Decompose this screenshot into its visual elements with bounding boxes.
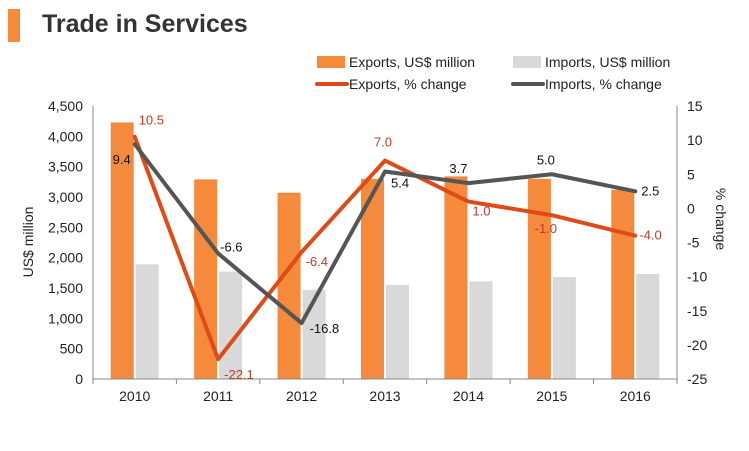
exports-bar bbox=[361, 178, 384, 379]
imports-pct-label: 2.5 bbox=[641, 183, 659, 198]
y-right-tick-label: -5 bbox=[687, 235, 700, 251]
x-tick-label: 2014 bbox=[453, 388, 484, 404]
exports-pct-label: -22.1 bbox=[224, 367, 254, 382]
lines bbox=[132, 134, 638, 362]
y-axis-left-title: US$ million bbox=[20, 207, 36, 278]
exports-bar bbox=[110, 122, 134, 379]
y-left-tick-label: 1,000 bbox=[48, 310, 83, 326]
legend-exports-bar-swatch bbox=[317, 56, 345, 68]
exports-bar bbox=[527, 178, 551, 379]
y-right-tick-label: -25 bbox=[687, 371, 707, 387]
y-right-tick-label: 5 bbox=[687, 166, 695, 182]
y-right-tick-label: 0 bbox=[687, 200, 695, 216]
y-right-tick-label: -20 bbox=[687, 337, 707, 353]
y-left-tick-label: 2,000 bbox=[48, 250, 83, 266]
y-left-tick-label: 4,000 bbox=[48, 128, 83, 144]
imports-pct-label: -16.8 bbox=[310, 321, 340, 336]
y-left-tick-label: 2,500 bbox=[48, 219, 83, 235]
bars bbox=[110, 122, 660, 379]
imports-pct-label: 5.0 bbox=[537, 152, 555, 167]
y-axis-right-title: % change bbox=[713, 188, 729, 250]
exports-pct-label: 10.5 bbox=[139, 113, 164, 128]
y-right-tick-label: 15 bbox=[687, 98, 703, 114]
y-left-tick-label: 0 bbox=[75, 371, 83, 387]
imports-bar bbox=[219, 271, 243, 379]
y-right-tick-label: 10 bbox=[687, 132, 703, 148]
x-tick-label: 2013 bbox=[369, 388, 400, 404]
page-title: Trade in Services bbox=[42, 10, 248, 38]
legend-imports-line-label: Imports, % change bbox=[545, 76, 662, 92]
x-tick-label: 2010 bbox=[119, 388, 150, 404]
x-tick-label: 2012 bbox=[286, 388, 317, 404]
imports-pct-label: 3.7 bbox=[449, 161, 467, 176]
imports-bar bbox=[386, 284, 409, 379]
data-labels: 10.5 -22.1 -6.4 7.0 1.0 -1.0 -4.0 9.4 -6.6 -16.8 5… bbox=[113, 113, 662, 382]
x-axis: 2010 2011 2012 2013 2014 2015 2016 bbox=[92, 378, 678, 404]
y-left-tick-label: 3,500 bbox=[48, 159, 83, 175]
legend: Exports, US$ million Imports, US$ million… bbox=[315, 54, 670, 92]
imports-bar bbox=[552, 277, 576, 379]
imports-bar bbox=[636, 274, 660, 379]
y-left-tick-label: 3,000 bbox=[48, 189, 83, 205]
y-right-tick-label: -10 bbox=[687, 269, 707, 285]
exports-bar bbox=[444, 176, 468, 379]
x-tick-label: 2016 bbox=[620, 388, 651, 404]
exports-pct-label: 1.0 bbox=[472, 204, 490, 219]
imports-pct-label: -6.6 bbox=[220, 239, 242, 254]
imports-pct-line bbox=[132, 142, 638, 326]
y-left-tick-label: 4,500 bbox=[48, 98, 83, 114]
y-axis-right: -25 -20 -15 -10 -5 0 5 10 15 bbox=[676, 98, 707, 387]
exports-pct-label: -1.0 bbox=[535, 221, 557, 236]
x-tick-label: 2011 bbox=[203, 388, 233, 404]
exports-pct-label: -6.4 bbox=[306, 254, 328, 269]
exports-bar bbox=[277, 192, 301, 379]
legend-imports-bar-label: Imports, US$ million bbox=[545, 54, 670, 70]
y-left-tick-label: 500 bbox=[60, 341, 84, 357]
y-right-tick-label: -15 bbox=[687, 303, 707, 319]
x-tick-label: 2015 bbox=[536, 388, 567, 404]
exports-bar bbox=[611, 189, 635, 379]
imports-pct-label: 5.4 bbox=[391, 176, 409, 191]
imports-bar bbox=[135, 264, 159, 379]
legend-imports-bar-swatch bbox=[513, 56, 541, 68]
imports-bar bbox=[469, 281, 493, 379]
exports-pct-label: -4.0 bbox=[639, 228, 661, 243]
exports-pct-line bbox=[132, 134, 638, 362]
legend-exports-line-label: Exports, % change bbox=[349, 76, 467, 92]
legend-exports-bar-label: Exports, US$ million bbox=[349, 54, 475, 70]
y-axis-left: 0 500 1,000 1,500 2,000 2,500 3,000 3,500 4,000 4… bbox=[48, 98, 94, 387]
y-left-tick-label: 1,500 bbox=[48, 280, 83, 296]
title-accent-bar bbox=[8, 9, 20, 42]
exports-pct-label: 7.0 bbox=[374, 135, 392, 150]
imports-pct-label: 9.4 bbox=[113, 152, 131, 167]
